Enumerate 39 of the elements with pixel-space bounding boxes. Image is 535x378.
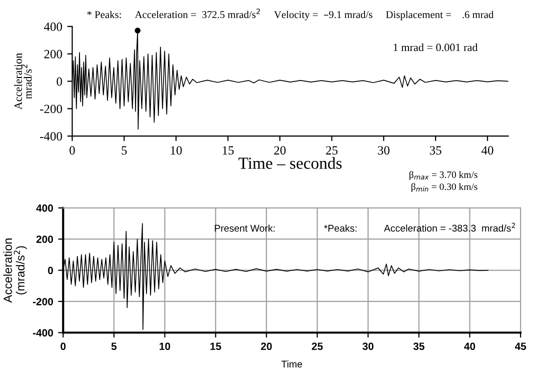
x-tick-label: 45 — [514, 342, 526, 350]
y-tick-label: -200 — [32, 298, 53, 306]
y-tick-label: -400 — [40, 132, 62, 141]
annotation: 1 mrad = 0.001 rad — [394, 43, 478, 52]
y-axis-title: Acceleration (mrad/s$^{2}$) — [3, 238, 27, 303]
text: β$_{max}$ = 3.70 km/s — [410, 171, 478, 180]
x-tick-label: 5 — [122, 146, 127, 155]
y-tick-label: 400 — [44, 22, 62, 31]
x-tick-label: 25 — [326, 146, 338, 155]
x-axis-title: Time – seconds — [238, 157, 342, 169]
x-tick-label: 20 — [274, 146, 286, 155]
annotation: *Peaks: — [324, 224, 356, 232]
y-tick-label: 400 — [36, 204, 53, 212]
x-tick-label: 10 — [160, 342, 170, 350]
y-axis-title: Acceleration mrad/s$^{2}$ — [14, 53, 32, 110]
x-tick-label: 35 — [430, 146, 442, 155]
annotation: Acceleration = -383.3 mrad/s$^{2}$ — [384, 222, 515, 232]
x-tick-label: 30 — [378, 146, 390, 155]
y-tick-label: -400 — [32, 329, 53, 337]
x-tick-label: 30 — [362, 342, 374, 350]
y-tick-label: 0 — [48, 266, 53, 274]
annotation: Present Work: — [214, 224, 275, 232]
text: β$_{min}$ = 0.30 km/s — [411, 183, 478, 192]
x-tick-label: 15 — [210, 342, 222, 350]
y-tick-label: -200 — [40, 104, 62, 114]
x-tick-label: 20 — [261, 342, 272, 350]
y-tick-label: 0 — [56, 77, 62, 86]
y-tick-label: 200 — [44, 50, 62, 58]
x-tick-label: 35 — [413, 342, 424, 350]
x-tick-label: 15 — [222, 146, 234, 155]
x-axis-title: Time — [281, 360, 302, 368]
x-tick-label: 40 — [464, 342, 476, 350]
x-tick-label: 0 — [70, 146, 75, 155]
x-tick-label: 10 — [170, 146, 182, 155]
x-tick-label: 40 — [481, 146, 494, 155]
x-tick-label: 25 — [312, 342, 323, 350]
y-tick-label: 200 — [36, 236, 53, 243]
chart-title: * Peaks: Acceleration = 372.5 mrad/s$^{2}$ Velocity = –9.1 mrad/s Displacement = .6 mrad — [87, 8, 494, 20]
x-tick-label: 5 — [111, 342, 117, 350]
